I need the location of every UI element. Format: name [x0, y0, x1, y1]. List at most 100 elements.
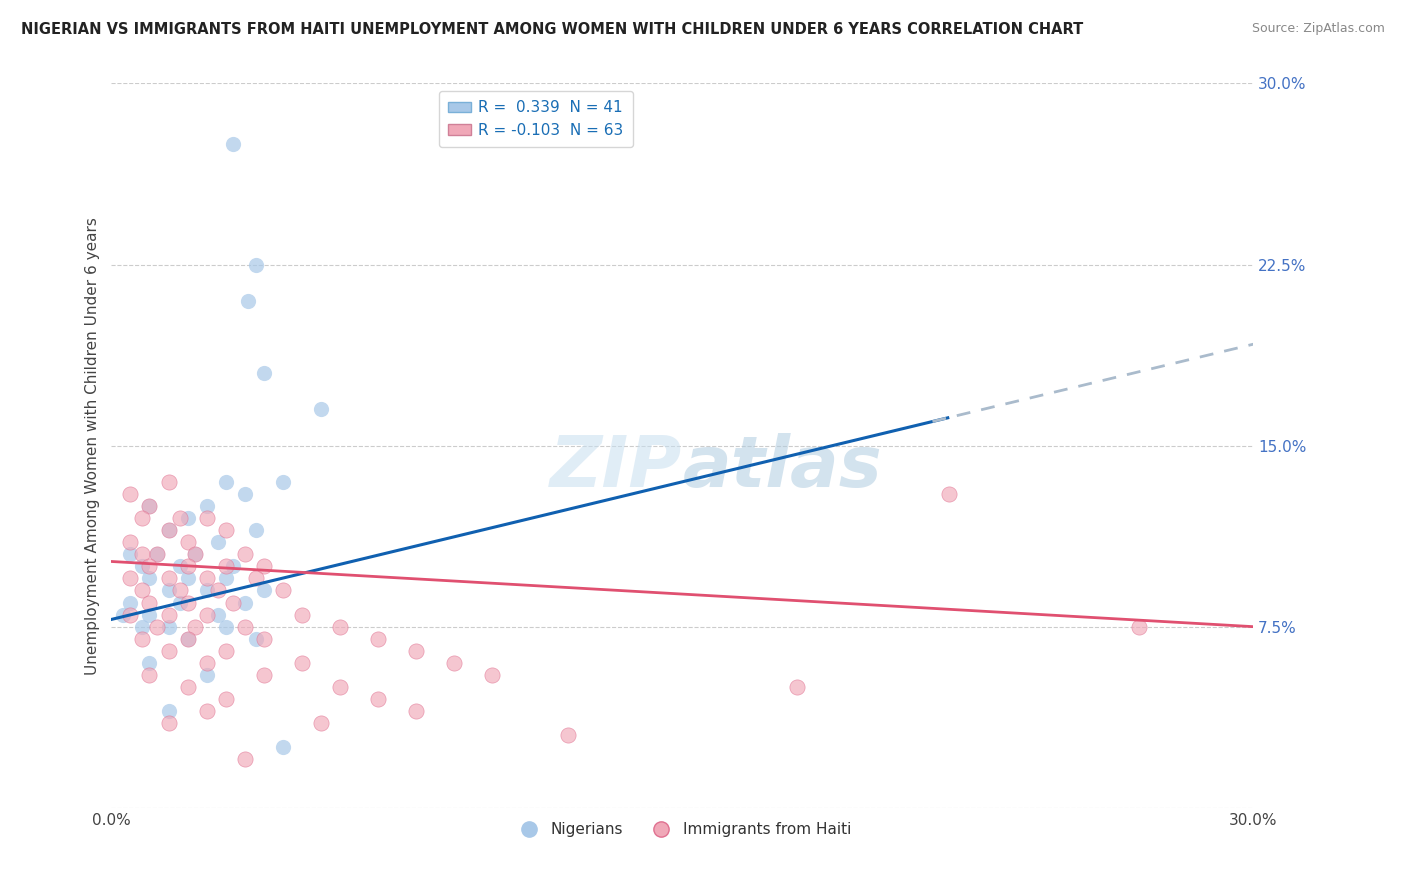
Point: [214, 692, 236, 706]
Point: [233, 595, 256, 609]
Point: [233, 487, 256, 501]
Point: [245, 632, 267, 646]
Point: [309, 402, 332, 417]
Point: [176, 559, 198, 574]
Point: [131, 620, 153, 634]
Point: [169, 511, 191, 525]
Point: [157, 523, 180, 537]
Text: Source: ZipAtlas.com: Source: ZipAtlas.com: [1251, 22, 1385, 36]
Point: [169, 559, 191, 574]
Point: [367, 632, 389, 646]
Point: [176, 632, 198, 646]
Point: [176, 632, 198, 646]
Point: [120, 535, 142, 549]
Point: [176, 571, 198, 585]
Point: [138, 559, 160, 574]
Point: [131, 559, 153, 574]
Point: [329, 680, 352, 694]
Text: ZIP: ZIP: [550, 433, 682, 502]
Point: [207, 583, 229, 598]
Text: atlas: atlas: [682, 433, 882, 502]
Point: [238, 293, 260, 308]
Point: [253, 668, 276, 682]
Point: [157, 571, 180, 585]
Point: [195, 583, 218, 598]
Point: [222, 136, 245, 151]
Point: [271, 475, 294, 489]
Point: [245, 258, 267, 272]
Point: [120, 595, 142, 609]
Point: [176, 595, 198, 609]
Point: [938, 487, 960, 501]
Point: [195, 704, 218, 718]
Point: [176, 535, 198, 549]
Point: [157, 716, 180, 731]
Point: [138, 571, 160, 585]
Point: [120, 571, 142, 585]
Point: [138, 668, 160, 682]
Point: [214, 523, 236, 537]
Point: [405, 644, 427, 658]
Point: [131, 547, 153, 561]
Point: [291, 656, 314, 670]
Point: [253, 583, 276, 598]
Point: [214, 644, 236, 658]
Point: [138, 499, 160, 513]
Point: [557, 728, 579, 742]
Point: [157, 523, 180, 537]
Point: [214, 475, 236, 489]
Text: NIGERIAN VS IMMIGRANTS FROM HAITI UNEMPLOYMENT AMONG WOMEN WITH CHILDREN UNDER 6: NIGERIAN VS IMMIGRANTS FROM HAITI UNEMPL…: [21, 22, 1084, 37]
Point: [233, 620, 256, 634]
Point: [169, 583, 191, 598]
Point: [131, 511, 153, 525]
Point: [146, 547, 169, 561]
Point: [120, 487, 142, 501]
Point: [138, 499, 160, 513]
Point: [245, 571, 267, 585]
Y-axis label: Unemployment Among Women with Children Under 6 years: Unemployment Among Women with Children U…: [86, 217, 100, 674]
Point: [138, 595, 160, 609]
Point: [146, 620, 169, 634]
Point: [184, 620, 207, 634]
Point: [214, 559, 236, 574]
Point: [195, 511, 218, 525]
Point: [157, 620, 180, 634]
Point: [291, 607, 314, 622]
Point: [195, 668, 218, 682]
Point: [271, 583, 294, 598]
Point: [207, 535, 229, 549]
Point: [443, 656, 465, 670]
Point: [195, 656, 218, 670]
Point: [253, 366, 276, 380]
Point: [176, 511, 198, 525]
Point: [111, 607, 134, 622]
Point: [786, 680, 808, 694]
Point: [233, 752, 256, 766]
Point: [157, 583, 180, 598]
Point: [222, 595, 245, 609]
Point: [157, 607, 180, 622]
Point: [222, 559, 245, 574]
Point: [131, 583, 153, 598]
Point: [157, 475, 180, 489]
Point: [405, 704, 427, 718]
Point: [1128, 620, 1150, 634]
Point: [138, 656, 160, 670]
Point: [481, 668, 503, 682]
Point: [157, 644, 180, 658]
Point: [169, 595, 191, 609]
Point: [184, 547, 207, 561]
Point: [120, 547, 142, 561]
Point: [214, 620, 236, 634]
Point: [309, 716, 332, 731]
Point: [207, 607, 229, 622]
Point: [329, 620, 352, 634]
Point: [253, 632, 276, 646]
Point: [195, 499, 218, 513]
Point: [120, 607, 142, 622]
Point: [214, 571, 236, 585]
Point: [146, 547, 169, 561]
Point: [176, 680, 198, 694]
Point: [271, 740, 294, 755]
Point: [245, 523, 267, 537]
